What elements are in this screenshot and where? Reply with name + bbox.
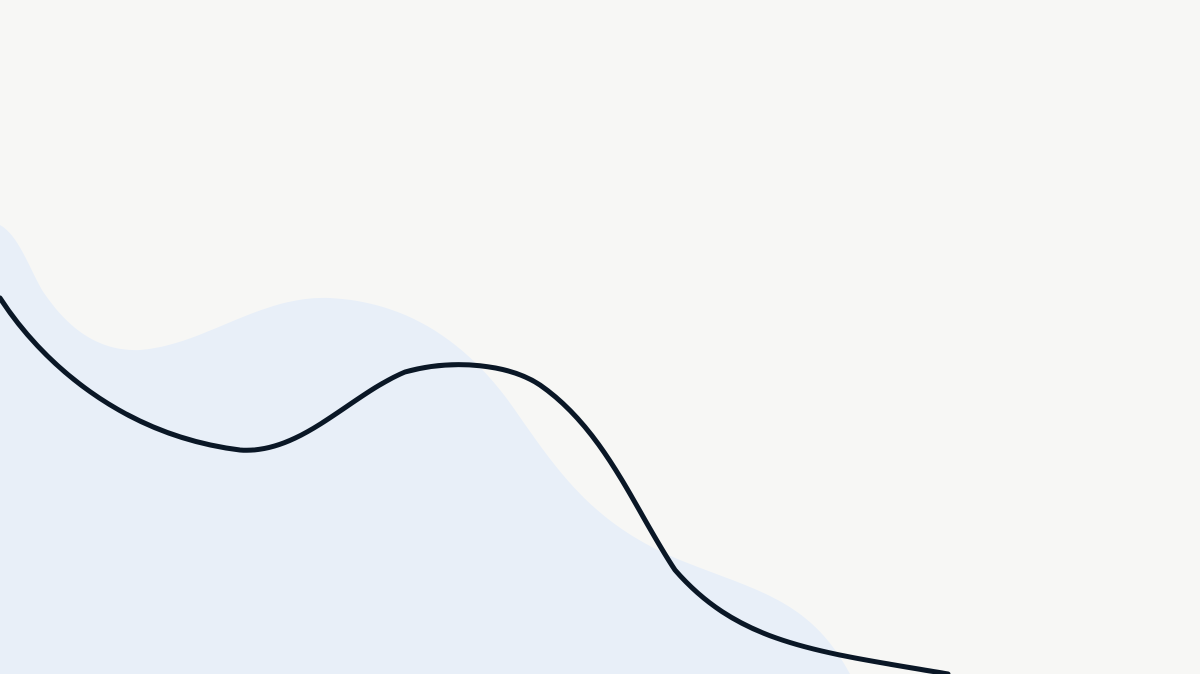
- light-blue-wave-blob: [0, 225, 850, 674]
- dark-wavy-line: [0, 295, 951, 674]
